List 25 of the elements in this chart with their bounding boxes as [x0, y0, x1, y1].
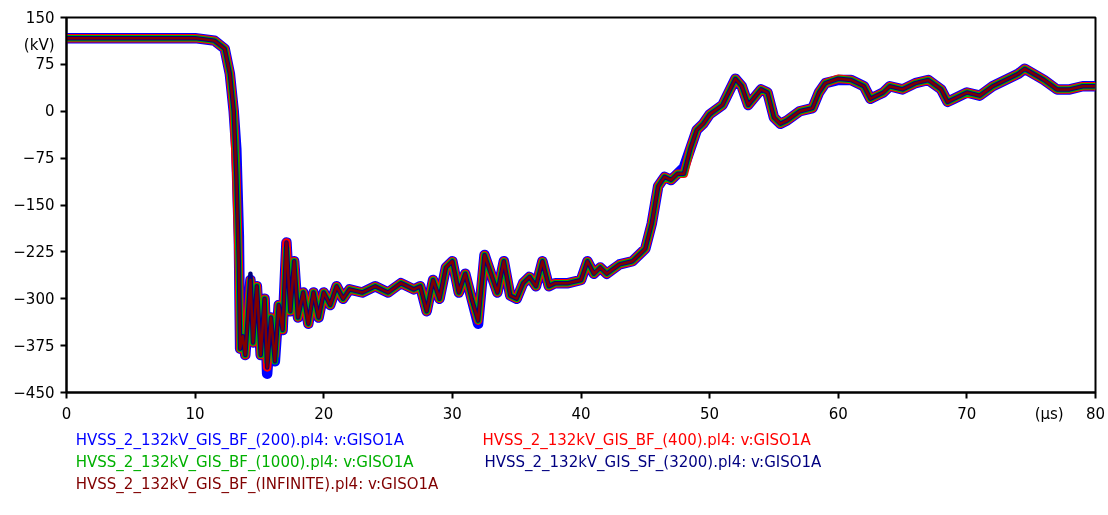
x-tick-label: 40	[571, 404, 591, 423]
x-tick-label: 80	[1085, 404, 1106, 423]
y-tick-label: −150	[13, 196, 55, 214]
text: HVSS_2_132kV_GIS_BF_(INFINITE).pl4: v:GISO1A	[75, 474, 440, 494]
x-tick-label: 10	[185, 404, 205, 423]
y-tick-label: 150	[25, 8, 55, 27]
text: HVSS_2_132kV_GIS_BF_(400).pl4: v:GISO1A	[482, 430, 812, 450]
text: HVSS_2_132kV_GIS_SF_(3200).pl4: v:GISO1A	[484, 452, 823, 472]
x-tick-label: 70	[957, 404, 977, 423]
text: HVSS_2_132kV_GIS_BF_(1000).pl4: v:GISO1A	[75, 452, 415, 472]
x-tick-label: 20	[314, 404, 334, 423]
y-tick-label: −375	[13, 336, 55, 355]
y-tick-label: −225	[13, 242, 55, 261]
y-tick-label: −450	[13, 383, 55, 402]
y-tick-label: −300	[13, 289, 55, 308]
y-tick-label: 0	[44, 102, 55, 121]
x-tick-label: 0	[61, 404, 72, 423]
x-axis-title: (μs)	[1034, 404, 1064, 423]
y-axis-title: (kV)	[23, 35, 55, 54]
text: HVSS_2_132kV_GIS_BF_(200).pl4: v:GISO1A	[75, 430, 405, 450]
x-tick-label: 30	[442, 404, 462, 423]
y-tick-label: −75	[22, 149, 55, 168]
x-tick-label: 50	[700, 404, 720, 423]
y-tick-label: 75	[35, 55, 55, 74]
x-tick-label: 60	[828, 404, 848, 423]
